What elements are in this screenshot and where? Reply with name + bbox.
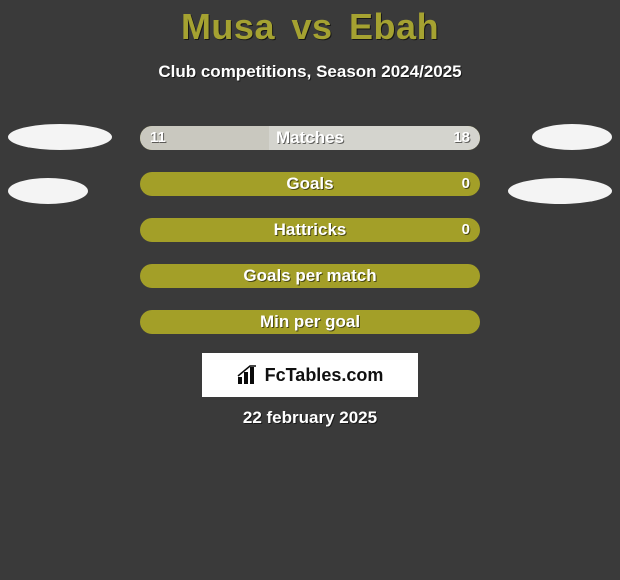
bars-icon [237,365,259,385]
date-text: 22 february 2025 [0,408,620,428]
comparison-row: Goals per match [0,264,620,310]
title-vs: vs [291,6,332,47]
title-left: Musa [181,6,275,47]
bar-track [140,126,480,150]
bar-right [269,126,480,150]
bar-track [140,310,480,334]
comparison-card: Musa vs Ebah Club competitions, Season 2… [0,0,620,580]
comparison-row: Matches1118 [0,126,620,172]
title-right: Ebah [349,6,439,47]
branding-text: FcTables.com [265,365,384,386]
bar-track [140,218,480,242]
page-title: Musa vs Ebah [0,6,620,48]
bar-track [140,172,480,196]
comparison-row: Goals0 [0,172,620,218]
comparison-row: Hattricks0 [0,218,620,264]
value-right: 0 [462,172,470,196]
branding-badge: FcTables.com [202,353,418,397]
subtitle: Club competitions, Season 2024/2025 [0,62,620,82]
value-right: 0 [462,218,470,242]
comparison-rows: Matches1118Goals0Hattricks0Goals per mat… [0,126,620,356]
bar-track [140,264,480,288]
value-right: 18 [453,126,470,150]
value-left: 11 [150,126,166,150]
comparison-row: Min per goal [0,310,620,356]
